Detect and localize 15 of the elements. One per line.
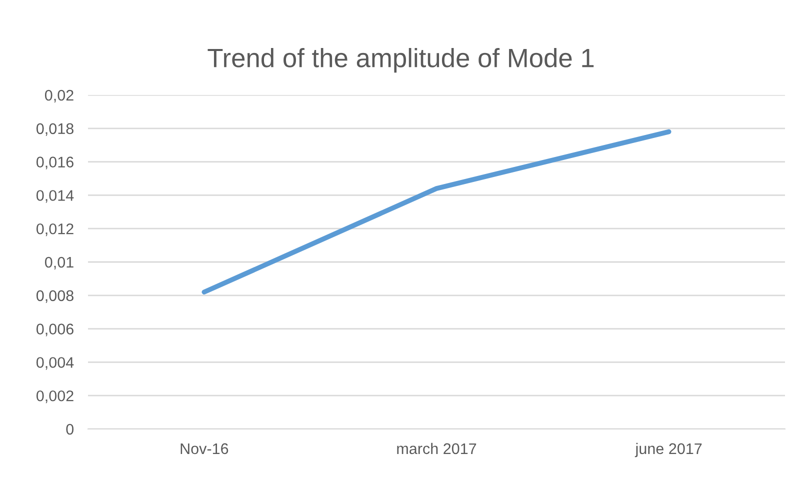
y-tick-label: 0,014: [36, 190, 74, 203]
y-tick-label: 0,02: [44, 90, 74, 102]
y-tick-label: 0,002: [36, 390, 74, 404]
y-tick-label: 0,016: [36, 156, 74, 170]
y-tick-label: 0,008: [36, 290, 74, 303]
y-tick-label: 0,006: [36, 324, 74, 336]
x-tick-label: june 2017: [634, 442, 702, 458]
y-tick-label: 0,01: [44, 256, 74, 270]
y-tick-label: 0,012: [36, 223, 74, 236]
y-tick-label: 0,018: [36, 123, 74, 136]
x-tick-label: Nov-16: [180, 443, 228, 454]
y-tick-label: 0,004: [36, 357, 74, 370]
y-tick-label: 0: [66, 424, 74, 435]
chart-title: Trend of the amplitude of Mode 1: [208, 48, 594, 73]
x-tick-label: march 2017: [397, 442, 476, 454]
